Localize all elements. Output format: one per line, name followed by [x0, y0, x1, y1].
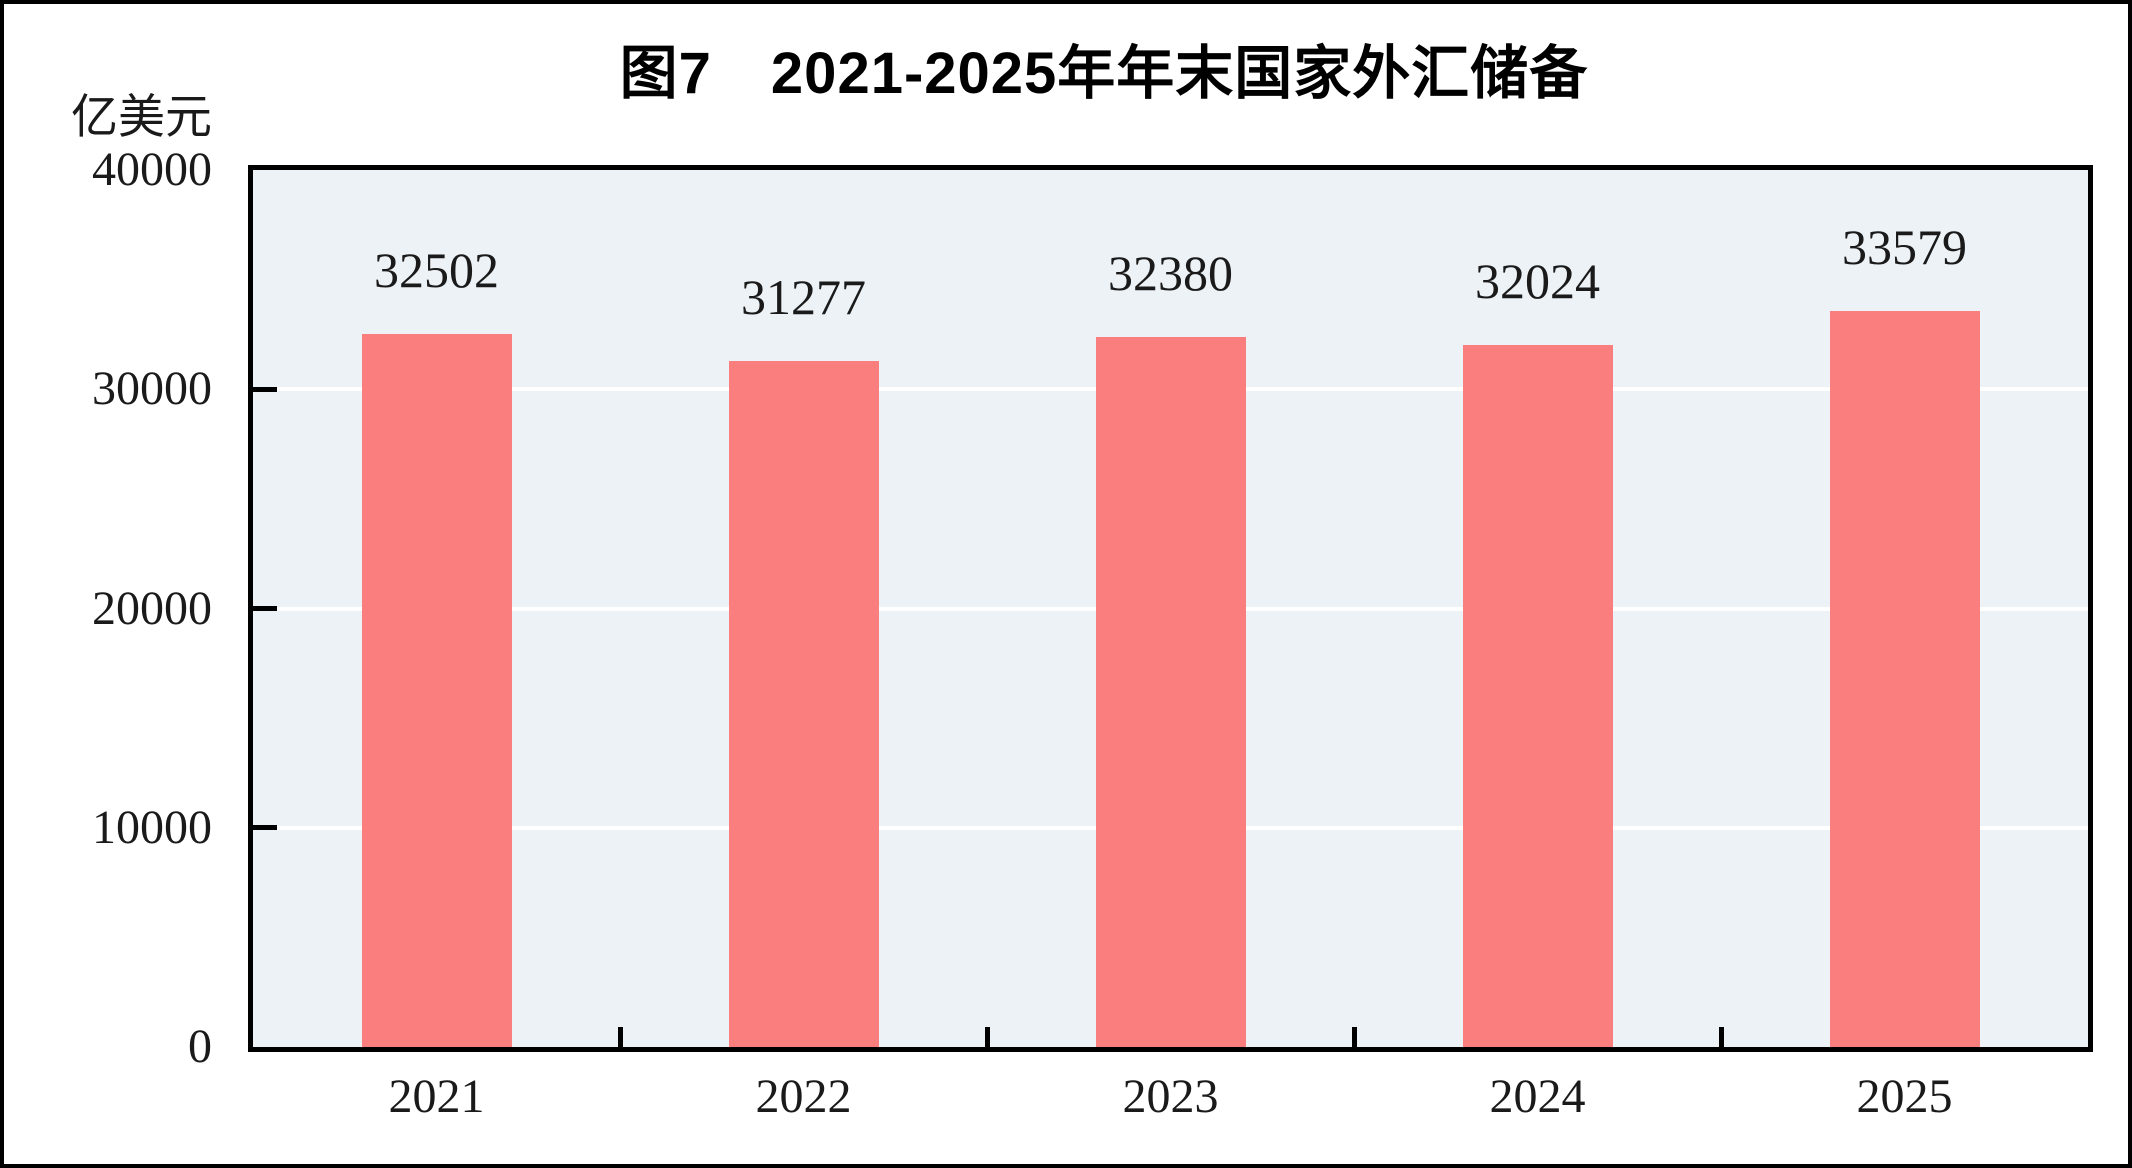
bar — [728, 361, 879, 1047]
x-axis-category-label: 2021 — [388, 1070, 485, 1123]
x-tick — [617, 1027, 623, 1047]
chart-title: 图7 2021-2025年年末国家外汇储备 — [619, 41, 1589, 106]
y-axis-tick-label: 0 — [188, 1020, 212, 1073]
x-tick — [984, 1027, 990, 1047]
y-tick — [253, 825, 277, 831]
x-axis-category-label: 2023 — [1122, 1070, 1219, 1123]
bar — [1462, 344, 1613, 1047]
plot-area: 32502 31277 32380 32024 33579 — [248, 165, 2093, 1052]
y-tick — [253, 606, 277, 611]
bar — [361, 334, 512, 1047]
bar-value-label: 33579 — [1842, 218, 1967, 275]
y-axis-unit-label: 亿美元 — [71, 92, 212, 144]
bar-value-label: 31277 — [741, 269, 866, 326]
bar — [1095, 337, 1246, 1047]
y-tick — [253, 386, 277, 392]
y-axis-tick-label: 10000 — [92, 800, 212, 854]
bar-value-label: 32024 — [1475, 252, 1600, 309]
bar-value-label: 32502 — [374, 242, 499, 299]
y-axis-tick-label: 20000 — [92, 581, 212, 635]
bar — [1829, 310, 1980, 1047]
bar-value-label: 32380 — [1108, 245, 1233, 302]
x-axis-category-label: 2022 — [755, 1070, 852, 1123]
y-axis-tick-label: 30000 — [92, 362, 212, 416]
x-tick — [1718, 1027, 1724, 1047]
x-tick — [1351, 1027, 1357, 1047]
y-axis-tick-label: 40000 — [92, 143, 212, 196]
x-axis-category-label: 2024 — [1489, 1070, 1586, 1123]
x-axis-category-label: 2025 — [1856, 1070, 1953, 1123]
